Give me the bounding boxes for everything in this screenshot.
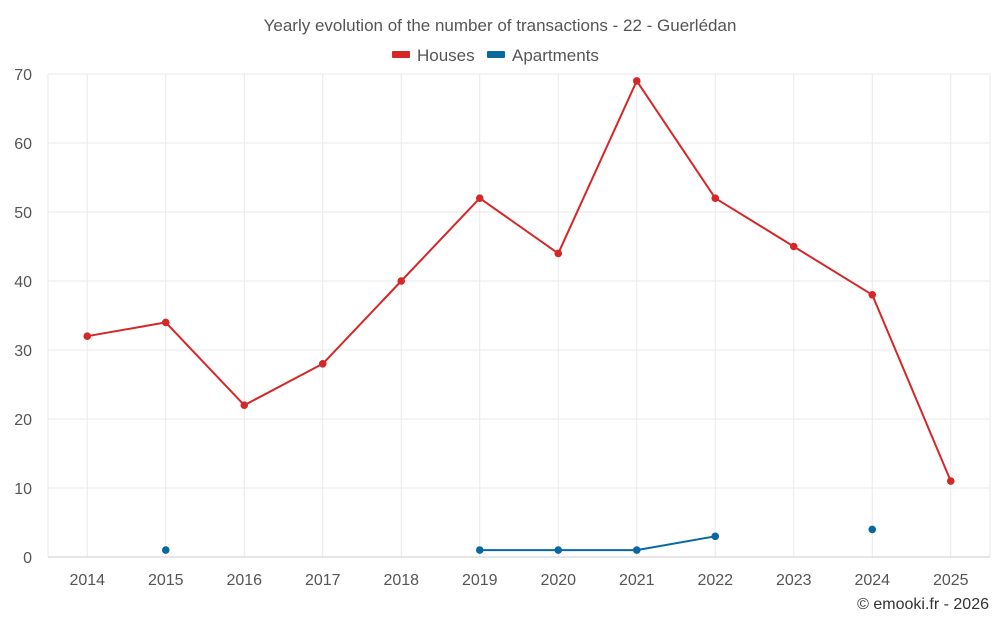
series-apartments [161,525,877,554]
data-point-houses-2014[interactable] [83,332,92,341]
data-point-apartments-2021[interactable] [632,546,641,554]
x-tick-label: 2025 [933,572,969,589]
data-point-houses-2018[interactable] [397,277,406,285]
x-tick-label: 2015 [148,572,184,589]
plot-series [83,77,955,554]
data-point-apartments-2019[interactable] [475,546,484,554]
credit-text: © emooki.fr - 2026 [857,596,989,613]
series-houses [83,77,955,485]
data-point-houses-2017[interactable] [318,360,327,368]
x-tick-label: 2020 [540,572,576,589]
y-tick-label: 30 [14,343,32,360]
y-tick-label: 20 [14,412,32,429]
legend-item-apartments[interactable]: Apartments [487,46,599,65]
data-point-houses-2022[interactable] [711,194,720,202]
legend-label-houses: Houses [417,46,475,65]
x-tick-label: 2017 [305,572,341,589]
legend-label-apartments: Apartments [512,46,599,65]
legend-item-houses[interactable]: Houses [392,46,475,65]
legend-swatch-houses [392,51,410,58]
y-tick-label: 50 [14,205,32,222]
data-point-apartments-2020[interactable] [554,546,563,554]
series-line-apartments [479,535,716,552]
x-axis: 2014 2015 2016 2017 2018 2019 2020 2021 2022 2023… [48,556,990,589]
data-point-houses-2015[interactable] [161,318,170,327]
data-point-houses-2023[interactable] [789,242,798,251]
series-line-houses [87,79,952,482]
y-tick-label: 10 [14,481,32,498]
data-point-apartments-2024[interactable] [868,525,877,534]
data-point-houses-2020[interactable] [554,249,563,258]
legend: Houses Apartments [392,46,599,65]
data-point-apartments-2022[interactable] [711,532,720,541]
x-tick-label: 2019 [462,572,498,589]
data-point-houses-2025[interactable] [946,477,955,485]
gridlines [47,73,991,557]
y-tick-label: 40 [14,274,32,291]
data-point-apartments-2015[interactable] [161,546,170,554]
x-tick-label: 2022 [697,572,733,589]
y-tick-label: 70 [14,67,32,84]
data-point-houses-2019[interactable] [475,194,484,202]
y-tick-label: 0 [23,550,32,567]
data-point-houses-2021[interactable] [632,77,641,85]
data-point-houses-2016[interactable] [240,401,249,410]
y-axis: 0 10 20 30 40 50 60 70 [14,67,32,567]
x-tick-label: 2014 [69,572,105,589]
x-tick-label: 2016 [226,572,262,589]
y-tick-label: 60 [14,136,32,153]
chart-title: Yearly evolution of the number of transa… [264,16,737,35]
x-tick-label: 2024 [854,572,890,589]
x-tick-label: 2018 [383,572,419,589]
x-tick-label: 2023 [776,572,812,589]
data-point-houses-2024[interactable] [868,291,877,299]
legend-swatch-apartments [487,51,505,58]
x-tick-label: 2021 [619,572,655,589]
